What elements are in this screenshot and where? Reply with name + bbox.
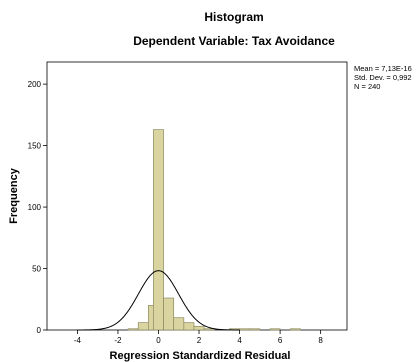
histogram-bar-0: [127, 328, 139, 331]
histogram-bar-12: [269, 328, 281, 331]
y-tick-label-150: 150: [28, 142, 42, 151]
chart-subtitle: Dependent Variable: Tax Avoidance: [133, 34, 335, 48]
y-axis-ticks: 0 50 100 150 200: [28, 80, 47, 335]
bars-group: [127, 129, 301, 331]
x-tick-label-0: 0: [156, 336, 161, 345]
histogram-bar-7: [193, 325, 205, 331]
x-tick-label-4: 4: [237, 336, 242, 345]
histogram-bar-3: [153, 129, 164, 331]
histogram-bar-6: [183, 322, 195, 331]
stat-mean: Mean = 7,13E-16: [354, 64, 412, 73]
y-axis-label: Frequency: [8, 167, 20, 224]
x-tick-label--2: -2: [114, 336, 122, 345]
y-tick-label-100: 100: [28, 203, 42, 212]
histogram-bar-8: [203, 328, 215, 331]
histogram-bar-10: [239, 328, 251, 331]
y-tick-label-200: 200: [28, 80, 42, 89]
x-tick-label-6: 6: [278, 336, 283, 345]
y-tick-label-50: 50: [32, 265, 41, 274]
x-axis-ticks: -4 -2 0 2 4 6 8: [74, 330, 323, 345]
histogram-bar-1: [137, 322, 149, 331]
histogram-bar-13: [289, 328, 301, 331]
normal-curve: [77, 270, 240, 331]
x-tick-label--4: -4: [74, 336, 82, 345]
y-tick-label-0: 0: [37, 326, 42, 335]
histogram-bar-5: [173, 317, 185, 331]
stats-box: Mean = 7,13E-16 Std. Dev. = 0,992 N = 24…: [354, 64, 412, 91]
stat-std-dev: Std. Dev. = 0,992: [354, 73, 412, 82]
chart-title: Histogram: [204, 10, 263, 24]
histogram-bar-11: [249, 328, 261, 331]
x-tick-label-2: 2: [197, 336, 202, 345]
x-tick-label-8: 8: [318, 336, 323, 345]
stat-n: N = 240: [354, 82, 380, 91]
histogram-bar-4: [163, 297, 175, 331]
x-axis-label: Regression Standardized Residual: [110, 350, 291, 362]
